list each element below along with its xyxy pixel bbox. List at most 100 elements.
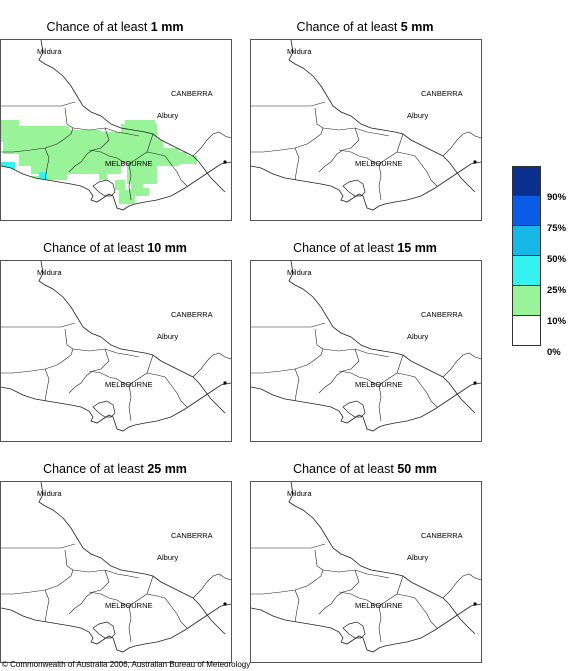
place-label-albury: Albury xyxy=(157,332,179,341)
district-boundary xyxy=(396,575,404,595)
port-phillip-bay xyxy=(92,621,116,639)
coastline xyxy=(251,603,481,653)
place-label-melbourne: MELBOURNE xyxy=(105,159,153,168)
district-boundary xyxy=(146,151,188,187)
place-label-albury: Albury xyxy=(407,111,429,120)
gabo-island-marker xyxy=(473,602,477,606)
district-boundary xyxy=(68,127,110,173)
place-label-mildura: Mildura xyxy=(287,489,312,498)
district-boundary xyxy=(378,384,382,422)
legend-tick-75: 75% xyxy=(547,223,567,234)
map-15mm: Mildura CANBERRA Albury MELBOURNE xyxy=(250,260,482,442)
district-boundary xyxy=(251,101,326,107)
place-label-melbourne: MELBOURNE xyxy=(105,601,153,610)
district-boundary xyxy=(251,107,324,153)
district-boundary xyxy=(72,569,140,579)
place-label-canberra: CANBERRA xyxy=(171,310,213,319)
coastline xyxy=(1,161,231,211)
panel-title-25mm: Chance of at least 25 mm xyxy=(43,462,187,476)
district-boundary xyxy=(318,127,360,173)
murray-river-border xyxy=(288,40,444,157)
district-boundary xyxy=(396,593,438,629)
district-boundary xyxy=(294,147,300,181)
victoria-map-svg: Mildura CANBERRA Albury MELBOURNE xyxy=(251,261,481,441)
district-boundary xyxy=(396,133,404,153)
victoria-map-svg: Mildura CANBERRA Albury MELBOURNE xyxy=(1,40,231,220)
copyright-notice: © Commonwealth of Australia 2006, Austra… xyxy=(2,660,251,669)
district-boundary xyxy=(146,593,188,629)
district-boundary xyxy=(294,589,300,623)
district-boundary xyxy=(338,370,398,386)
legend-swatch-50 xyxy=(512,226,541,256)
sea-area xyxy=(1,162,231,220)
shade-cell xyxy=(89,162,103,174)
district-boundary xyxy=(251,543,326,549)
district-boundary xyxy=(72,127,140,137)
panel-title-1mm: Chance of at least 1 mm xyxy=(46,20,184,34)
district-boundary xyxy=(318,569,360,615)
map-1mm: Mildura CANBERRA Albury MELBOURNE xyxy=(0,39,232,221)
district-boundary xyxy=(378,163,382,201)
district-boundary xyxy=(318,348,360,394)
shade-cell xyxy=(139,188,149,196)
district-boundary xyxy=(396,372,438,408)
place-label-canberra: CANBERRA xyxy=(421,310,463,319)
shade-cell xyxy=(171,158,179,164)
gabo-island-marker xyxy=(473,381,477,385)
state-border xyxy=(442,155,476,193)
place-label-mildura: Mildura xyxy=(287,47,312,56)
map-5mm: Mildura CANBERRA Albury MELBOURNE xyxy=(250,39,482,221)
place-label-melbourne: MELBOURNE xyxy=(355,601,403,610)
district-boundary xyxy=(44,147,50,181)
state-border xyxy=(192,155,226,193)
shade-cell-coast xyxy=(39,172,47,182)
nsw-boundary xyxy=(442,352,481,378)
district-boundary xyxy=(322,127,390,137)
district-boundary xyxy=(44,589,50,623)
rainfall-probability-shading xyxy=(1,120,197,204)
district-boundary xyxy=(128,163,132,201)
shade-cell xyxy=(125,120,155,130)
place-label-canberra: CANBERRA xyxy=(421,531,463,540)
sea-area xyxy=(251,162,481,220)
legend-swatch-0 xyxy=(512,316,541,346)
district-boundary xyxy=(72,348,140,358)
victoria-map-svg: Mildura CANBERRA Albury MELBOURNE xyxy=(251,482,481,662)
shade-cell xyxy=(115,180,125,190)
district-boundary xyxy=(128,605,132,643)
legend-tick-25: 25% xyxy=(547,285,567,296)
port-phillip-bay xyxy=(92,400,116,418)
legend-tick-50: 50% xyxy=(547,254,567,265)
sea-area xyxy=(251,604,481,662)
district-boundary xyxy=(294,368,300,402)
legend-tick-0: 0% xyxy=(547,347,561,358)
state-border xyxy=(192,376,226,414)
place-label-melbourne: MELBOURNE xyxy=(355,159,403,168)
murray-river-border xyxy=(288,261,444,378)
port-phillip-bay xyxy=(342,621,366,639)
district-boundary xyxy=(1,322,76,328)
port-phillip-bay xyxy=(342,400,366,418)
district-boundary xyxy=(251,549,324,595)
district-boundary xyxy=(128,384,132,422)
legend-swatch-90 xyxy=(512,166,541,196)
coastline xyxy=(251,382,481,432)
district-boundary xyxy=(322,569,390,579)
place-label-mildura: Mildura xyxy=(37,268,62,277)
coastline xyxy=(1,603,231,653)
state-border xyxy=(442,597,476,635)
shade-cell xyxy=(167,152,187,162)
map-25mm: Mildura CANBERRA Albury MELBOURNE xyxy=(0,481,232,663)
shade-cell xyxy=(83,164,91,170)
panel-title-10mm: Chance of at least 10 mm xyxy=(43,241,187,255)
gabo-island-marker xyxy=(223,602,227,606)
place-label-albury: Albury xyxy=(407,332,429,341)
district-boundary xyxy=(146,575,154,595)
legend-swatch-75 xyxy=(512,196,541,226)
shade-cell xyxy=(127,160,157,184)
state-border xyxy=(442,376,476,414)
place-label-canberra: CANBERRA xyxy=(171,531,213,540)
place-label-albury: Albury xyxy=(407,553,429,562)
shade-cell xyxy=(47,170,67,180)
district-boundary xyxy=(146,354,154,374)
